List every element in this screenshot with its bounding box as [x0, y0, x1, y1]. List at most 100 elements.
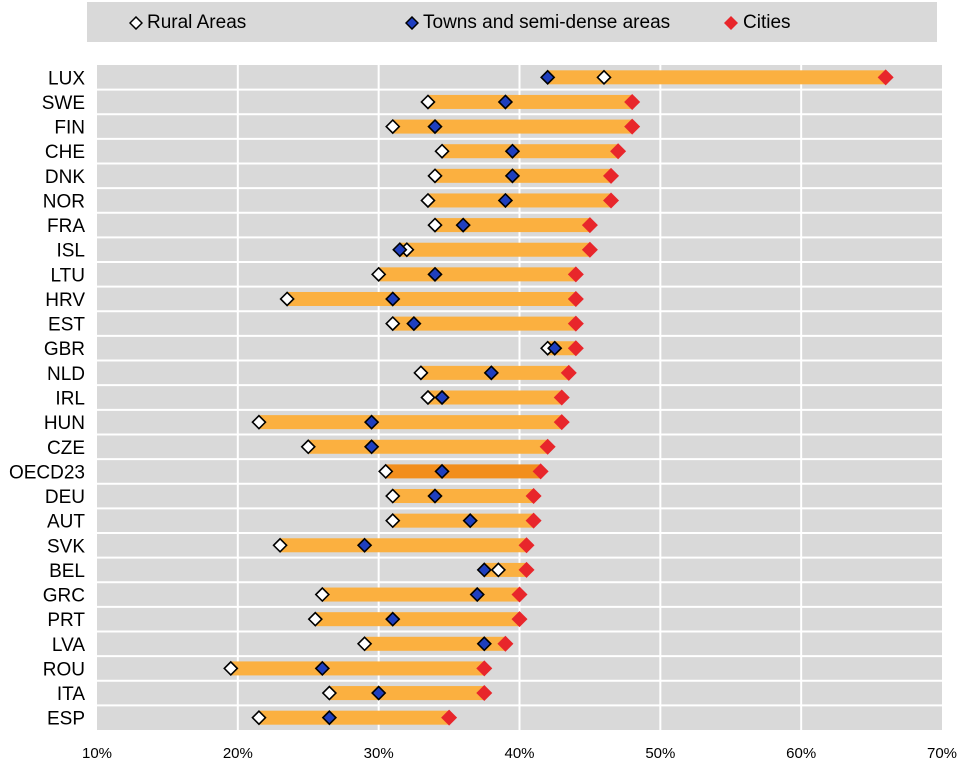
range-bar — [280, 538, 527, 553]
cities-marker — [525, 512, 542, 529]
country-label: ISL — [56, 241, 85, 262]
legend: Rural Areas Towns and semi-dense areas C… — [87, 2, 937, 42]
rural-marker — [596, 69, 612, 85]
x-tick-label: 10% — [82, 745, 112, 762]
towns-marker — [427, 118, 443, 135]
range-bar — [399, 242, 590, 257]
rural-marker — [272, 537, 288, 553]
country-label: HUN — [44, 413, 85, 434]
country-label: AUT — [47, 512, 85, 533]
cities-marker — [539, 438, 556, 455]
cities-marker — [581, 241, 598, 258]
country-label: OECD23 — [9, 462, 85, 483]
range-bar — [427, 193, 612, 208]
country-label: PRT — [47, 610, 85, 631]
towns-marker — [385, 291, 401, 307]
rural-marker — [490, 562, 507, 578]
country-label: BEL — [49, 561, 85, 582]
country-label: CHE — [45, 142, 85, 163]
country-label: GBR — [44, 339, 85, 360]
rural-marker — [251, 710, 267, 726]
rural-marker — [385, 513, 401, 529]
rural-marker — [420, 389, 436, 406]
towns-marker — [497, 94, 514, 110]
towns-marker — [434, 389, 450, 406]
rural-marker — [420, 94, 436, 110]
country-label: EST — [48, 315, 85, 336]
towns-marker — [476, 636, 492, 652]
towns-marker — [392, 242, 408, 258]
cities-marker — [441, 709, 458, 726]
range-bar — [392, 316, 576, 331]
cities-marker — [624, 93, 641, 110]
country-label: FIN — [54, 118, 85, 139]
x-tick-label: 30% — [364, 745, 394, 762]
cities-marker — [877, 69, 894, 86]
cities-marker — [518, 537, 535, 554]
towns-marker — [406, 315, 422, 332]
towns-marker — [371, 685, 387, 701]
country-label: SVK — [47, 536, 85, 557]
rural-marker — [427, 168, 443, 184]
x-tick-label: 40% — [504, 745, 534, 762]
range-bar — [392, 489, 534, 504]
towns-marker — [547, 340, 563, 356]
country-label: IRL — [55, 389, 85, 410]
towns-marker — [427, 488, 443, 504]
cities-marker — [532, 463, 549, 480]
country-label: NLD — [47, 364, 85, 385]
country-label: DEU — [45, 487, 85, 508]
cities-marker — [603, 192, 620, 209]
towns-marker — [427, 266, 443, 282]
towns-marker — [497, 192, 514, 209]
cities-marker — [581, 217, 598, 234]
towns-marker — [504, 168, 521, 184]
legend-item-cities: Cities — [723, 12, 791, 34]
towns-marker — [363, 439, 380, 455]
legend-label-cities: Cities — [743, 12, 791, 33]
country-label: NOR — [43, 191, 85, 212]
x-tick-label: 70% — [927, 745, 957, 762]
range-bar — [378, 267, 576, 282]
country-label: LTU — [51, 265, 85, 286]
cities-marker — [476, 685, 493, 702]
range-bar — [315, 612, 520, 627]
range-bar — [364, 636, 506, 651]
cities-marker — [567, 315, 584, 332]
towns-marker — [469, 586, 485, 603]
white-diamond-icon — [129, 16, 143, 30]
range-bar — [435, 168, 612, 183]
cities-marker — [560, 364, 577, 381]
rural-marker — [385, 118, 401, 135]
range-bar — [385, 464, 541, 479]
x-tick-label: 20% — [223, 745, 253, 762]
range-bar — [308, 439, 548, 454]
country-label: LVA — [52, 635, 85, 656]
rural-marker — [321, 685, 338, 701]
range-bar — [322, 587, 520, 602]
country-label: ESP — [47, 709, 85, 730]
cities-marker — [567, 290, 584, 307]
cities-marker — [603, 167, 620, 184]
rural-marker — [314, 586, 330, 603]
rural-marker — [420, 192, 436, 209]
cities-marker — [553, 389, 570, 406]
legend-item-rural: Rural Areas — [129, 12, 246, 34]
range-bar — [427, 94, 633, 109]
rural-marker — [279, 291, 295, 307]
towns-marker — [363, 414, 380, 430]
country-label: GRC — [43, 586, 85, 607]
rural-marker — [378, 463, 394, 480]
country-label: ROU — [43, 659, 85, 680]
towns-marker — [356, 537, 373, 553]
range-bar — [547, 70, 886, 85]
range-bar — [230, 661, 485, 676]
range-bar — [258, 710, 450, 725]
towns-marker — [540, 69, 556, 85]
rural-marker — [307, 611, 323, 627]
rural-marker — [300, 439, 316, 455]
country-label: CZE — [47, 438, 85, 459]
cities-marker — [511, 611, 528, 628]
towns-marker — [314, 660, 330, 677]
